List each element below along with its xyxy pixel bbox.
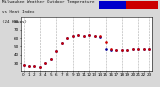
Text: Milwaukee Weather Outdoor Temperature: Milwaukee Weather Outdoor Temperature [2,0,94,4]
Text: (24 Hours): (24 Hours) [2,20,27,24]
Text: vs Heat Index: vs Heat Index [2,10,34,14]
